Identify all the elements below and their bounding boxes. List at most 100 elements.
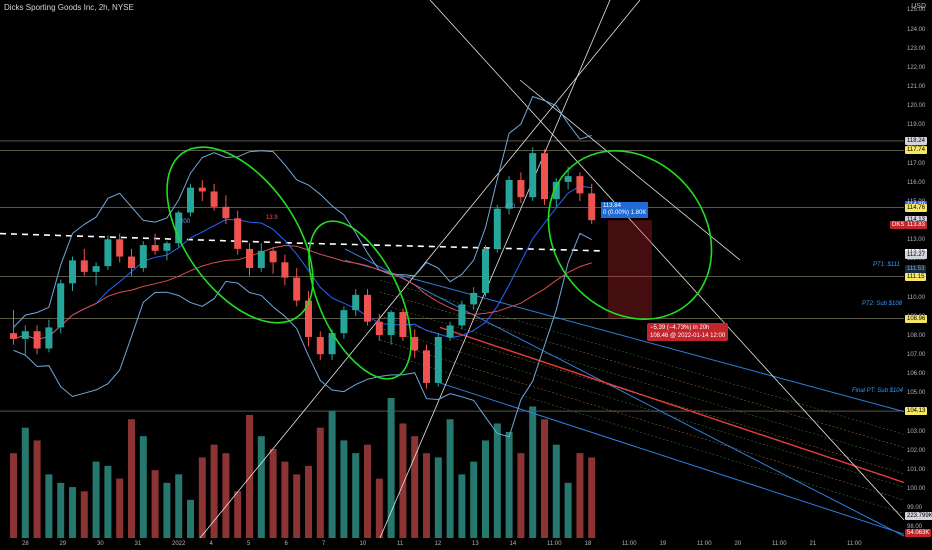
price-tag: 111.15: [905, 272, 927, 281]
candle-body: [352, 294, 360, 311]
price-tag: 117.74: [905, 146, 927, 155]
time-tick-label: 11:00: [697, 541, 712, 547]
price-tick-label: 101.00: [907, 466, 926, 473]
channel-line: [344, 259, 905, 413]
candle-body: [364, 294, 371, 322]
time-tick-label: 10: [359, 541, 367, 547]
projection-target: 108.46 @ 2022-01-14 12:00: [650, 333, 726, 339]
volume-bar: [364, 444, 371, 538]
fib-fan-line: [379, 327, 905, 488]
volume-bar: [234, 491, 242, 538]
volume-bar: [57, 482, 65, 538]
volume-bar: [340, 440, 348, 538]
candle-body: [328, 333, 336, 355]
volume-bar: [316, 427, 324, 538]
volume-bar: [128, 419, 135, 538]
candle-body: [21, 331, 29, 339]
volume-bar: [33, 440, 41, 538]
candle-body: [399, 312, 407, 337]
price-tick-label: 119.00: [907, 122, 925, 129]
volume-bar: [387, 398, 395, 538]
price-tick-label: 120.00: [907, 103, 926, 110]
price-tick-label: 122.00: [907, 64, 926, 71]
time-tick-label: 4: [209, 541, 213, 547]
volume-bar: [505, 431, 513, 538]
time-tick-label: 11: [397, 541, 404, 547]
time-tick-label: 31: [134, 541, 142, 547]
candle-body: [210, 191, 218, 207]
time-axis[interactable]: 28 29 30 31 2022 4 5 6 7 10 11 12 13 14 11:00 18 11:00 19…: [0, 538, 904, 550]
price-tick-label: 112.00: [907, 256, 925, 263]
fib-fan-line: [379, 351, 905, 514]
final-pt-label: Final PT: Sub $104: [852, 388, 903, 394]
price-axis[interactable]: 125.00 124.00 123.00 122.00 121.00 120.00 119.…: [890, 0, 932, 538]
candle-body: [316, 336, 324, 355]
volume-bar: [293, 474, 301, 538]
pt2-label: PT2: Sub $108: [862, 301, 903, 307]
price-tick-label: 121.00: [907, 84, 926, 91]
candle-body: [446, 325, 454, 337]
channel-line: [344, 248, 905, 537]
time-tick-label: 28: [22, 541, 29, 547]
moving-average-slow: [13, 244, 592, 341]
time-tick-label: 11:00: [547, 541, 562, 547]
candle-body: [198, 187, 206, 192]
price-tick-label: 99.00: [907, 505, 923, 512]
candle-body: [104, 239, 112, 267]
price-tag: 111.53: [905, 265, 927, 274]
time-tick-label: 30: [97, 541, 104, 547]
price-tag: 114.13: [905, 215, 927, 224]
price-tag: 114.76: [905, 203, 927, 212]
time-tick-label: 18: [584, 541, 592, 547]
candle-body: [423, 350, 430, 383]
time-tick-label: 6: [284, 541, 288, 547]
candle-body: [246, 248, 253, 269]
candle-body: [175, 212, 183, 244]
volume-bar: [352, 453, 360, 538]
volume-bar: [470, 461, 478, 538]
time-tick-label: 7: [322, 541, 326, 547]
trend-line: [379, 0, 611, 539]
candle-body: [281, 262, 289, 278]
hand-drawn-oval: [166, 146, 314, 324]
candle-body: [529, 153, 537, 198]
signal-label-200: 200: [180, 219, 191, 225]
price-tick-label: 124.00: [907, 26, 926, 33]
price-tag: 113.83: [905, 221, 927, 230]
price-tick-label: 102.00: [907, 447, 926, 454]
candle-body: [340, 310, 348, 334]
time-tick-label: 11:00: [622, 541, 637, 547]
candle-body: [45, 327, 53, 349]
volume-bar: [541, 419, 548, 538]
candle-body: [57, 283, 65, 328]
price-tick-label: 123.00: [907, 45, 926, 52]
trend-line: [199, 0, 641, 539]
volume-bar: [305, 465, 312, 538]
signal-label-400: 400: [505, 204, 516, 210]
candle-body: [411, 336, 419, 351]
price-tick-label: 113.00: [907, 237, 925, 244]
candle-body: [588, 193, 596, 221]
price-tick-label: 117.00: [907, 160, 925, 167]
volume-bar: [210, 444, 218, 538]
volume-bar: [163, 482, 171, 538]
bollinger-upper: [13, 95, 592, 328]
volume-bar: [21, 427, 29, 538]
price-tag: 118.24: [905, 136, 927, 145]
candle-body: [387, 312, 395, 336]
fib-fan-line: [379, 315, 905, 475]
volume-bar: [458, 474, 466, 538]
price-tick-label: 107.00: [907, 352, 926, 359]
dashed-support-line: [0, 232, 601, 252]
candle-body: [434, 336, 442, 383]
candle-body: [163, 243, 171, 251]
price-tag: 54.063K: [905, 529, 932, 538]
volume-bar: [434, 457, 442, 538]
candle-body: [151, 245, 159, 251]
volume-bar: [104, 465, 112, 538]
price-tick-label: 116.00: [907, 179, 925, 186]
volume-bar: [80, 491, 88, 538]
projection-callout: −5.39 (−4.73%) in 20h 108.46 @ 2022-01-1…: [647, 323, 729, 341]
projection-box: [608, 220, 652, 319]
